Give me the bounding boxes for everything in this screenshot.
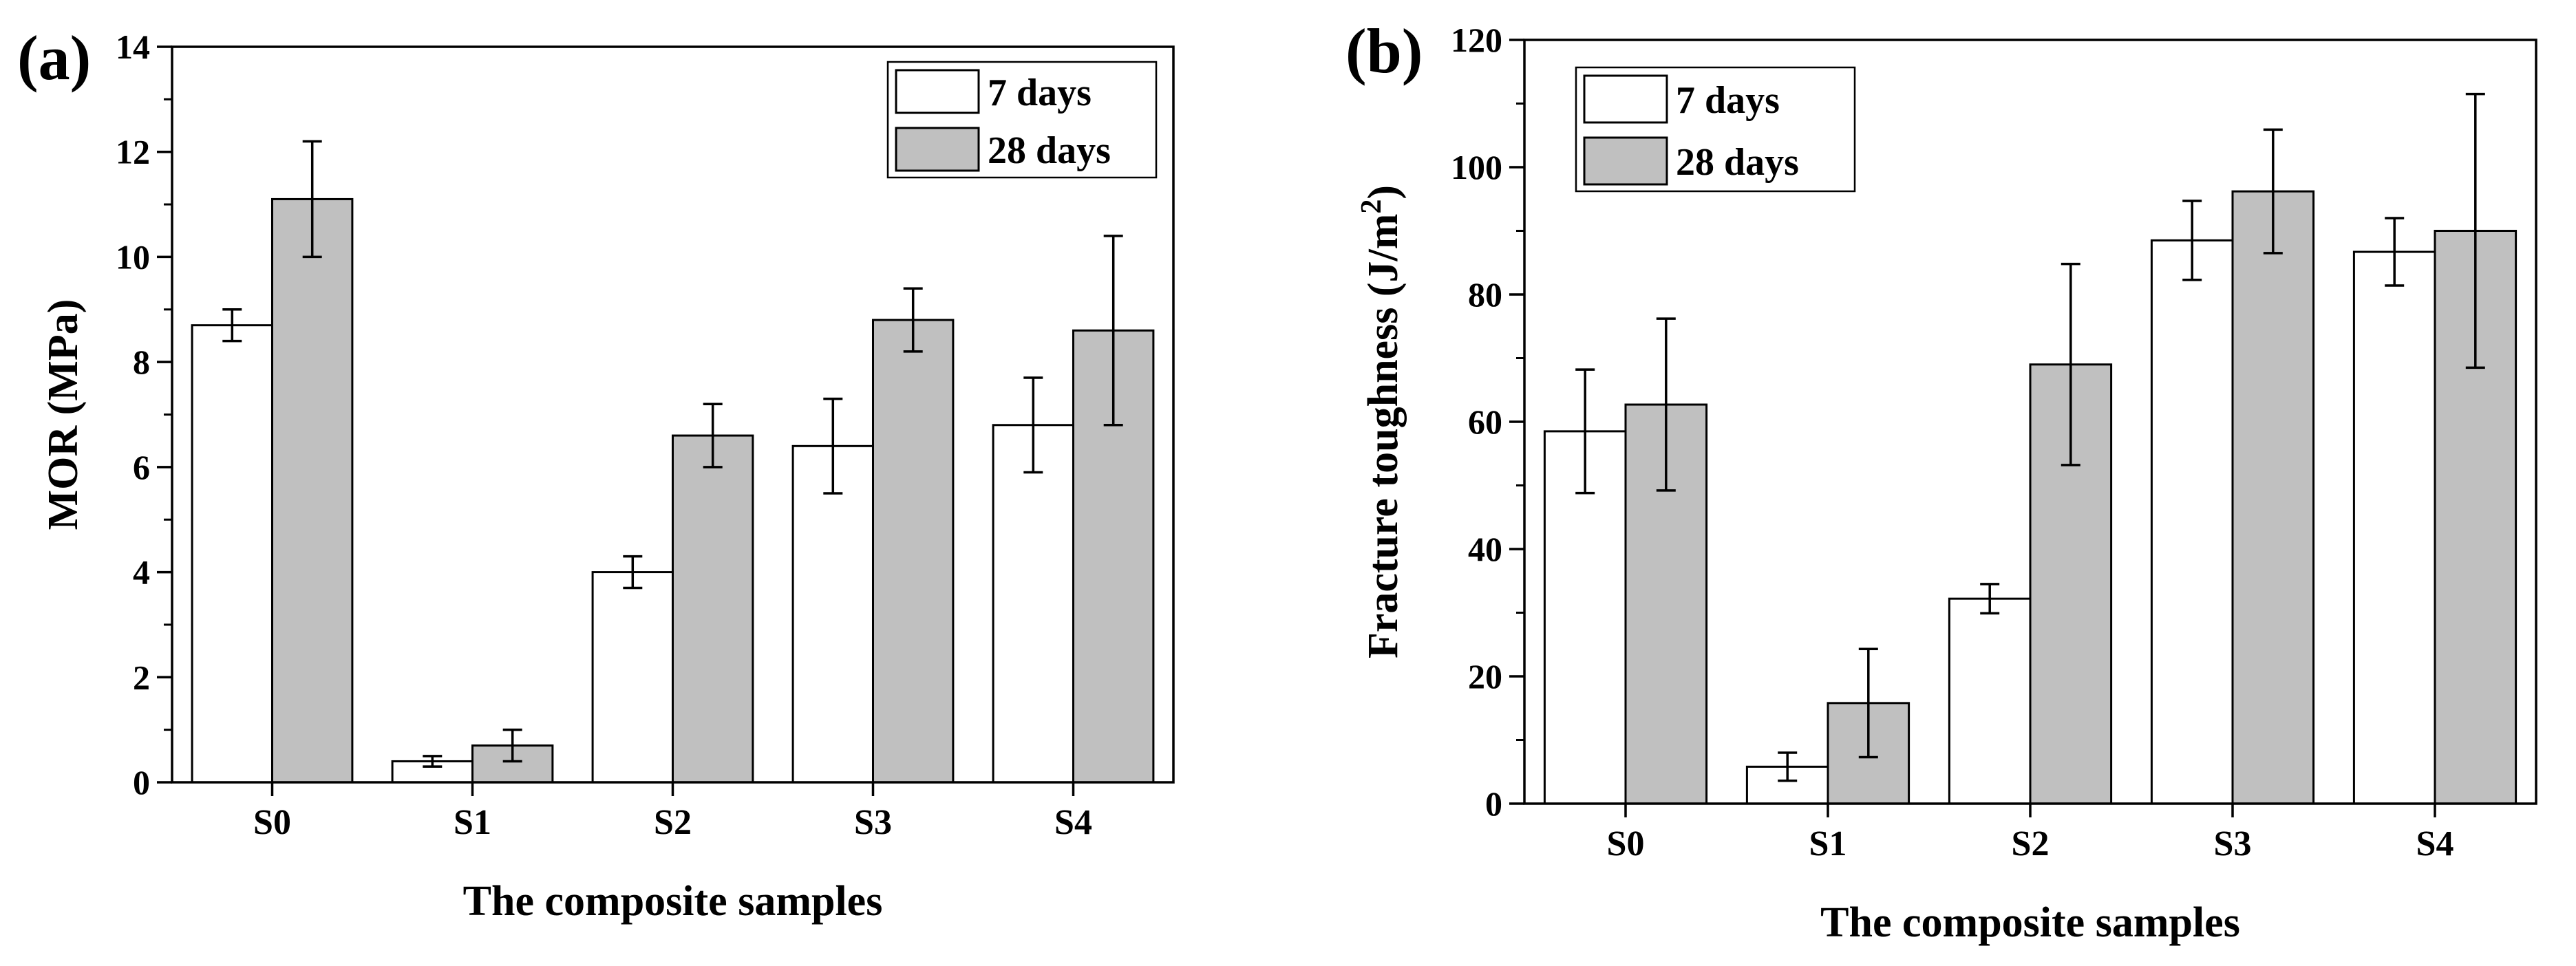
- error-bar-7-days-S0: [1575, 368, 1595, 495]
- y-tick-label: 10: [116, 237, 150, 276]
- y-tick-label: 14: [116, 28, 150, 66]
- error-bar-28-days-S3: [903, 287, 923, 353]
- y-tick-label: 40: [1468, 530, 1502, 568]
- bar-7-days-S3: [2150, 239, 2234, 805]
- error-bar-7-days-S1: [1778, 751, 1798, 782]
- error-bar-28-days-S2: [703, 402, 723, 469]
- error-bar-28-days-S1: [1858, 647, 1878, 759]
- y-tick-label: 4: [133, 553, 150, 592]
- legend-swatch-7-days: [1583, 74, 1668, 124]
- error-bar-28-days-S0: [302, 140, 322, 259]
- y-axis-title-text: Fracture toughness (J/m: [1360, 214, 1407, 658]
- x-tick-label-S3: S3: [854, 803, 892, 842]
- legend: 7 days 28 days: [1575, 66, 1856, 193]
- y-tick-label: 2: [133, 658, 150, 696]
- y-tick-label: 0: [1485, 784, 1502, 823]
- error-bar-28-days-S3: [2263, 128, 2283, 255]
- y-axis-title-superscript: 2: [1356, 200, 1387, 214]
- x-tick-label-S1: S1: [1809, 824, 1847, 863]
- x-tick-label-S4: S4: [2416, 824, 2454, 863]
- y-tick-label: 120: [1451, 21, 1502, 59]
- bar-28-days-S0: [271, 197, 354, 784]
- error-bar-7-days-S2: [1980, 583, 2000, 615]
- bar-7-days-S4: [2352, 250, 2436, 805]
- y-tick-label: 100: [1451, 148, 1502, 186]
- panel-label: (b): [1345, 16, 1423, 86]
- x-tick-label-S1: S1: [454, 803, 491, 842]
- x-tick-label-S3: S3: [2214, 824, 2252, 863]
- x-tick-label-S0: S0: [253, 803, 291, 842]
- y-tick-label: 20: [1468, 657, 1502, 696]
- legend-label-28-days: 28 days: [988, 129, 1111, 172]
- error-bar-7-days-S1: [423, 755, 443, 768]
- error-bar-7-days-S2: [623, 555, 643, 590]
- chart-panel-1: 0 2 4 6 8 10 12 14 S0 S1 S2 S3 S4 The composite sampl…: [17, 23, 1175, 925]
- bar-7-days-S3: [791, 444, 874, 784]
- bar-28-days-S3: [872, 319, 955, 784]
- legend-swatch-7-days: [895, 69, 980, 114]
- error-bar-7-days-S3: [2182, 200, 2202, 281]
- y-tick-label: 80: [1468, 275, 1502, 314]
- error-bar-7-days-S4: [2385, 217, 2405, 287]
- bar-7-days-S0: [191, 324, 274, 784]
- y-axis-title: MOR (MPa): [40, 299, 87, 530]
- y-axis-title-tail: ): [1360, 185, 1407, 200]
- legend-swatch-28-days: [1583, 136, 1668, 186]
- y-tick-label: 0: [133, 763, 150, 802]
- y-axis-title-text: MOR (MPa): [40, 299, 87, 530]
- error-bar-7-days-S4: [1023, 376, 1043, 474]
- legend-label-7-days: 7 days: [1676, 79, 1780, 122]
- y-tick-label: 8: [133, 343, 150, 381]
- y-axis-title: Fracture toughness (J/m2): [1356, 185, 1407, 658]
- x-axis-title: The composite samples: [1820, 899, 2240, 946]
- error-bar-28-days-S4: [2465, 92, 2485, 369]
- x-axis-title: The composite samples: [463, 878, 883, 925]
- bar-28-days-S2: [672, 434, 754, 784]
- bar-7-days-S4: [992, 424, 1074, 784]
- y-tick-label: 12: [116, 133, 150, 171]
- x-tick-label-S2: S2: [654, 803, 692, 842]
- legend-swatch-28-days: [895, 127, 980, 172]
- x-tick-label-S4: S4: [1054, 803, 1092, 842]
- legend-label-28-days: 28 days: [1676, 141, 1799, 184]
- error-bar-7-days-S0: [222, 308, 242, 343]
- error-bar-28-days-S2: [2061, 262, 2080, 466]
- error-bar-28-days-S0: [1656, 317, 1676, 492]
- y-tick-label: 60: [1468, 402, 1502, 441]
- y-tick-label: 6: [133, 448, 150, 486]
- legend-label-7-days: 7 days: [988, 72, 1092, 114]
- error-bar-28-days-S4: [1103, 235, 1123, 427]
- error-bar-7-days-S3: [823, 397, 843, 495]
- panel-label: (a): [17, 23, 91, 93]
- error-bar-28-days-S1: [502, 728, 522, 763]
- bar-7-days-S2: [591, 571, 674, 784]
- x-tick-label-S0: S0: [1607, 824, 1645, 863]
- legend: 7 days 28 days: [886, 61, 1158, 179]
- chart-panel-2: 0 20 40 60 80 100 120 S0 S1 S2 S3 S4 The composite s…: [1345, 16, 2537, 946]
- x-tick-label-S2: S2: [2012, 824, 2050, 863]
- bar-28-days-S3: [2231, 190, 2315, 805]
- bar-7-days-S2: [1948, 597, 2032, 805]
